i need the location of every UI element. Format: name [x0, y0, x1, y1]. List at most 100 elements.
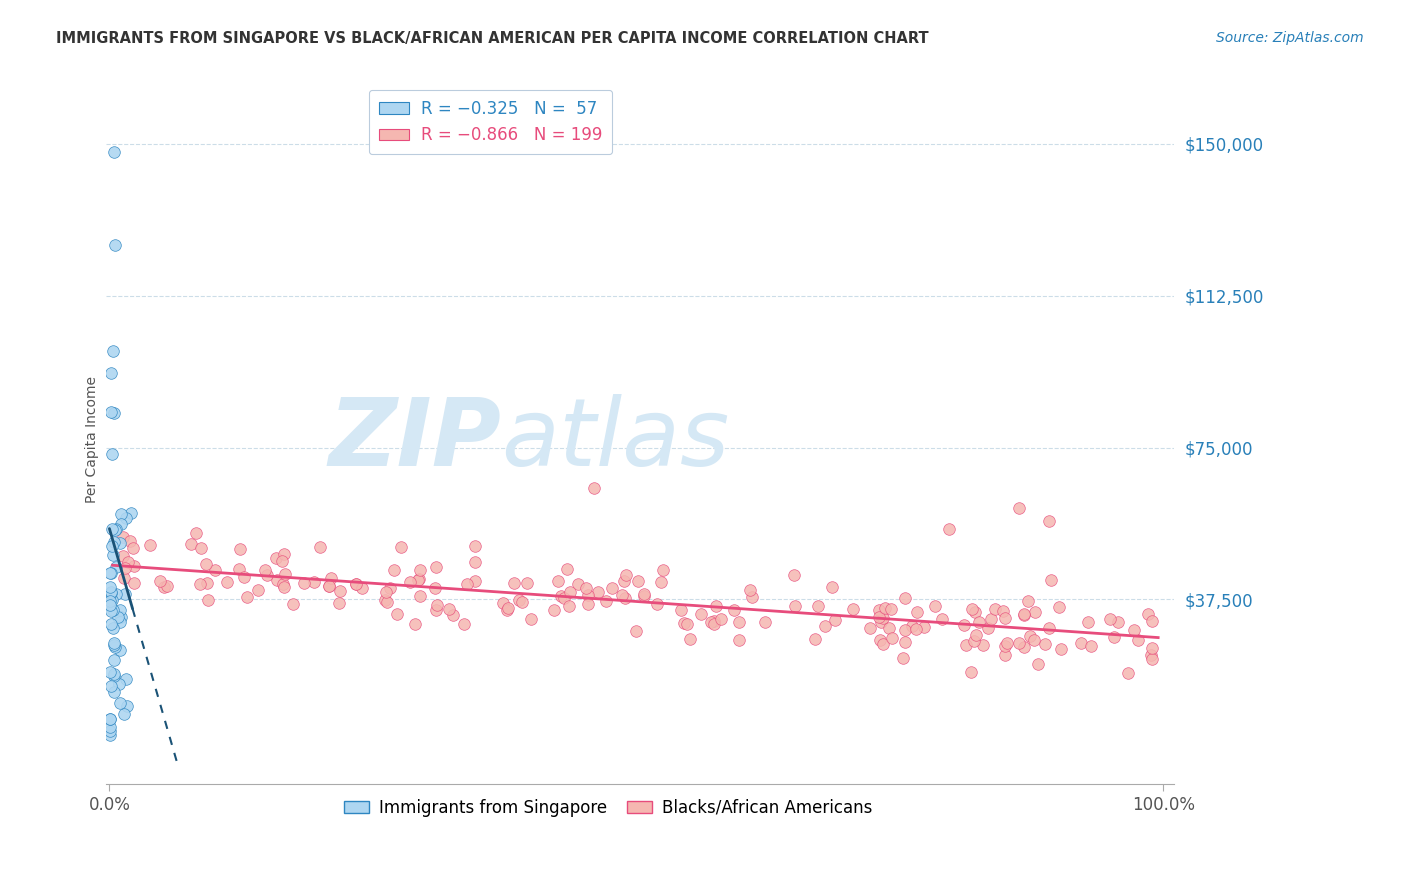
Point — [409, 563, 432, 577]
Point — [1038, 514, 1060, 528]
Point — [700, 615, 723, 629]
Point — [104, 522, 127, 536]
Point — [321, 571, 343, 585]
Point — [114, 561, 136, 575]
Point — [1070, 636, 1092, 650]
Point — [108, 535, 131, 549]
Point — [1008, 635, 1031, 649]
Point — [204, 563, 226, 577]
Point — [576, 597, 599, 611]
Point — [558, 585, 581, 599]
Point — [120, 507, 142, 521]
Point — [1123, 624, 1146, 638]
Point — [115, 672, 138, 686]
Point — [610, 588, 633, 602]
Point — [931, 612, 953, 626]
Point — [728, 615, 751, 630]
Point — [492, 596, 515, 610]
Point — [633, 589, 655, 603]
Point — [814, 619, 837, 633]
Point — [1077, 615, 1099, 629]
Point — [495, 602, 517, 616]
Point — [938, 522, 960, 536]
Point — [114, 586, 136, 600]
Point — [107, 610, 129, 624]
Point — [292, 575, 315, 590]
Point — [995, 635, 1018, 649]
Point — [385, 607, 408, 621]
Point — [1140, 640, 1163, 655]
Point — [586, 585, 609, 599]
Point — [679, 632, 702, 647]
Point — [1140, 648, 1163, 662]
Point — [859, 621, 882, 635]
Point — [924, 599, 946, 614]
Point — [894, 591, 917, 605]
Point — [266, 550, 288, 565]
Point — [550, 589, 572, 603]
Point — [103, 653, 125, 667]
Point — [104, 523, 127, 537]
Point — [965, 628, 987, 642]
Point — [100, 728, 122, 742]
Point — [783, 599, 806, 614]
Point — [558, 599, 581, 613]
Point — [555, 562, 578, 576]
Point — [253, 563, 276, 577]
Point — [229, 541, 252, 556]
Point — [100, 580, 122, 594]
Point — [912, 619, 935, 633]
Point — [879, 602, 901, 616]
Point — [425, 560, 447, 574]
Point — [894, 623, 917, 637]
Point — [1080, 640, 1102, 654]
Point — [807, 599, 830, 613]
Point — [101, 523, 124, 537]
Point — [1017, 593, 1039, 607]
Point — [1038, 621, 1060, 635]
Point — [464, 574, 486, 588]
Point — [100, 616, 122, 631]
Point — [704, 599, 727, 613]
Point — [728, 632, 751, 647]
Point — [994, 611, 1017, 625]
Point — [122, 558, 145, 573]
Point — [100, 598, 122, 612]
Point — [100, 586, 122, 600]
Point — [633, 587, 655, 601]
Point — [1104, 630, 1126, 644]
Point — [101, 621, 124, 635]
Point — [122, 576, 145, 591]
Point — [103, 636, 125, 650]
Point — [877, 621, 900, 635]
Point — [1116, 666, 1139, 681]
Point — [108, 642, 131, 657]
Point — [821, 580, 844, 594]
Point — [120, 533, 142, 548]
Point — [824, 613, 846, 627]
Point — [149, 574, 172, 589]
Point — [344, 577, 367, 591]
Point — [669, 602, 692, 616]
Point — [960, 601, 983, 615]
Point — [104, 587, 127, 601]
Point — [508, 592, 530, 607]
Point — [595, 593, 617, 607]
Point — [100, 604, 122, 618]
Point — [103, 666, 125, 681]
Point — [100, 593, 122, 607]
Point — [408, 589, 430, 603]
Point — [112, 571, 135, 585]
Point — [115, 511, 138, 525]
Point — [1018, 629, 1040, 643]
Point — [232, 570, 254, 584]
Point — [464, 539, 486, 553]
Point — [197, 593, 219, 607]
Point — [1140, 615, 1163, 629]
Point — [1039, 573, 1062, 587]
Point — [100, 585, 122, 599]
Point — [955, 638, 977, 652]
Point — [1012, 640, 1035, 654]
Point — [1047, 600, 1070, 615]
Point — [100, 367, 122, 381]
